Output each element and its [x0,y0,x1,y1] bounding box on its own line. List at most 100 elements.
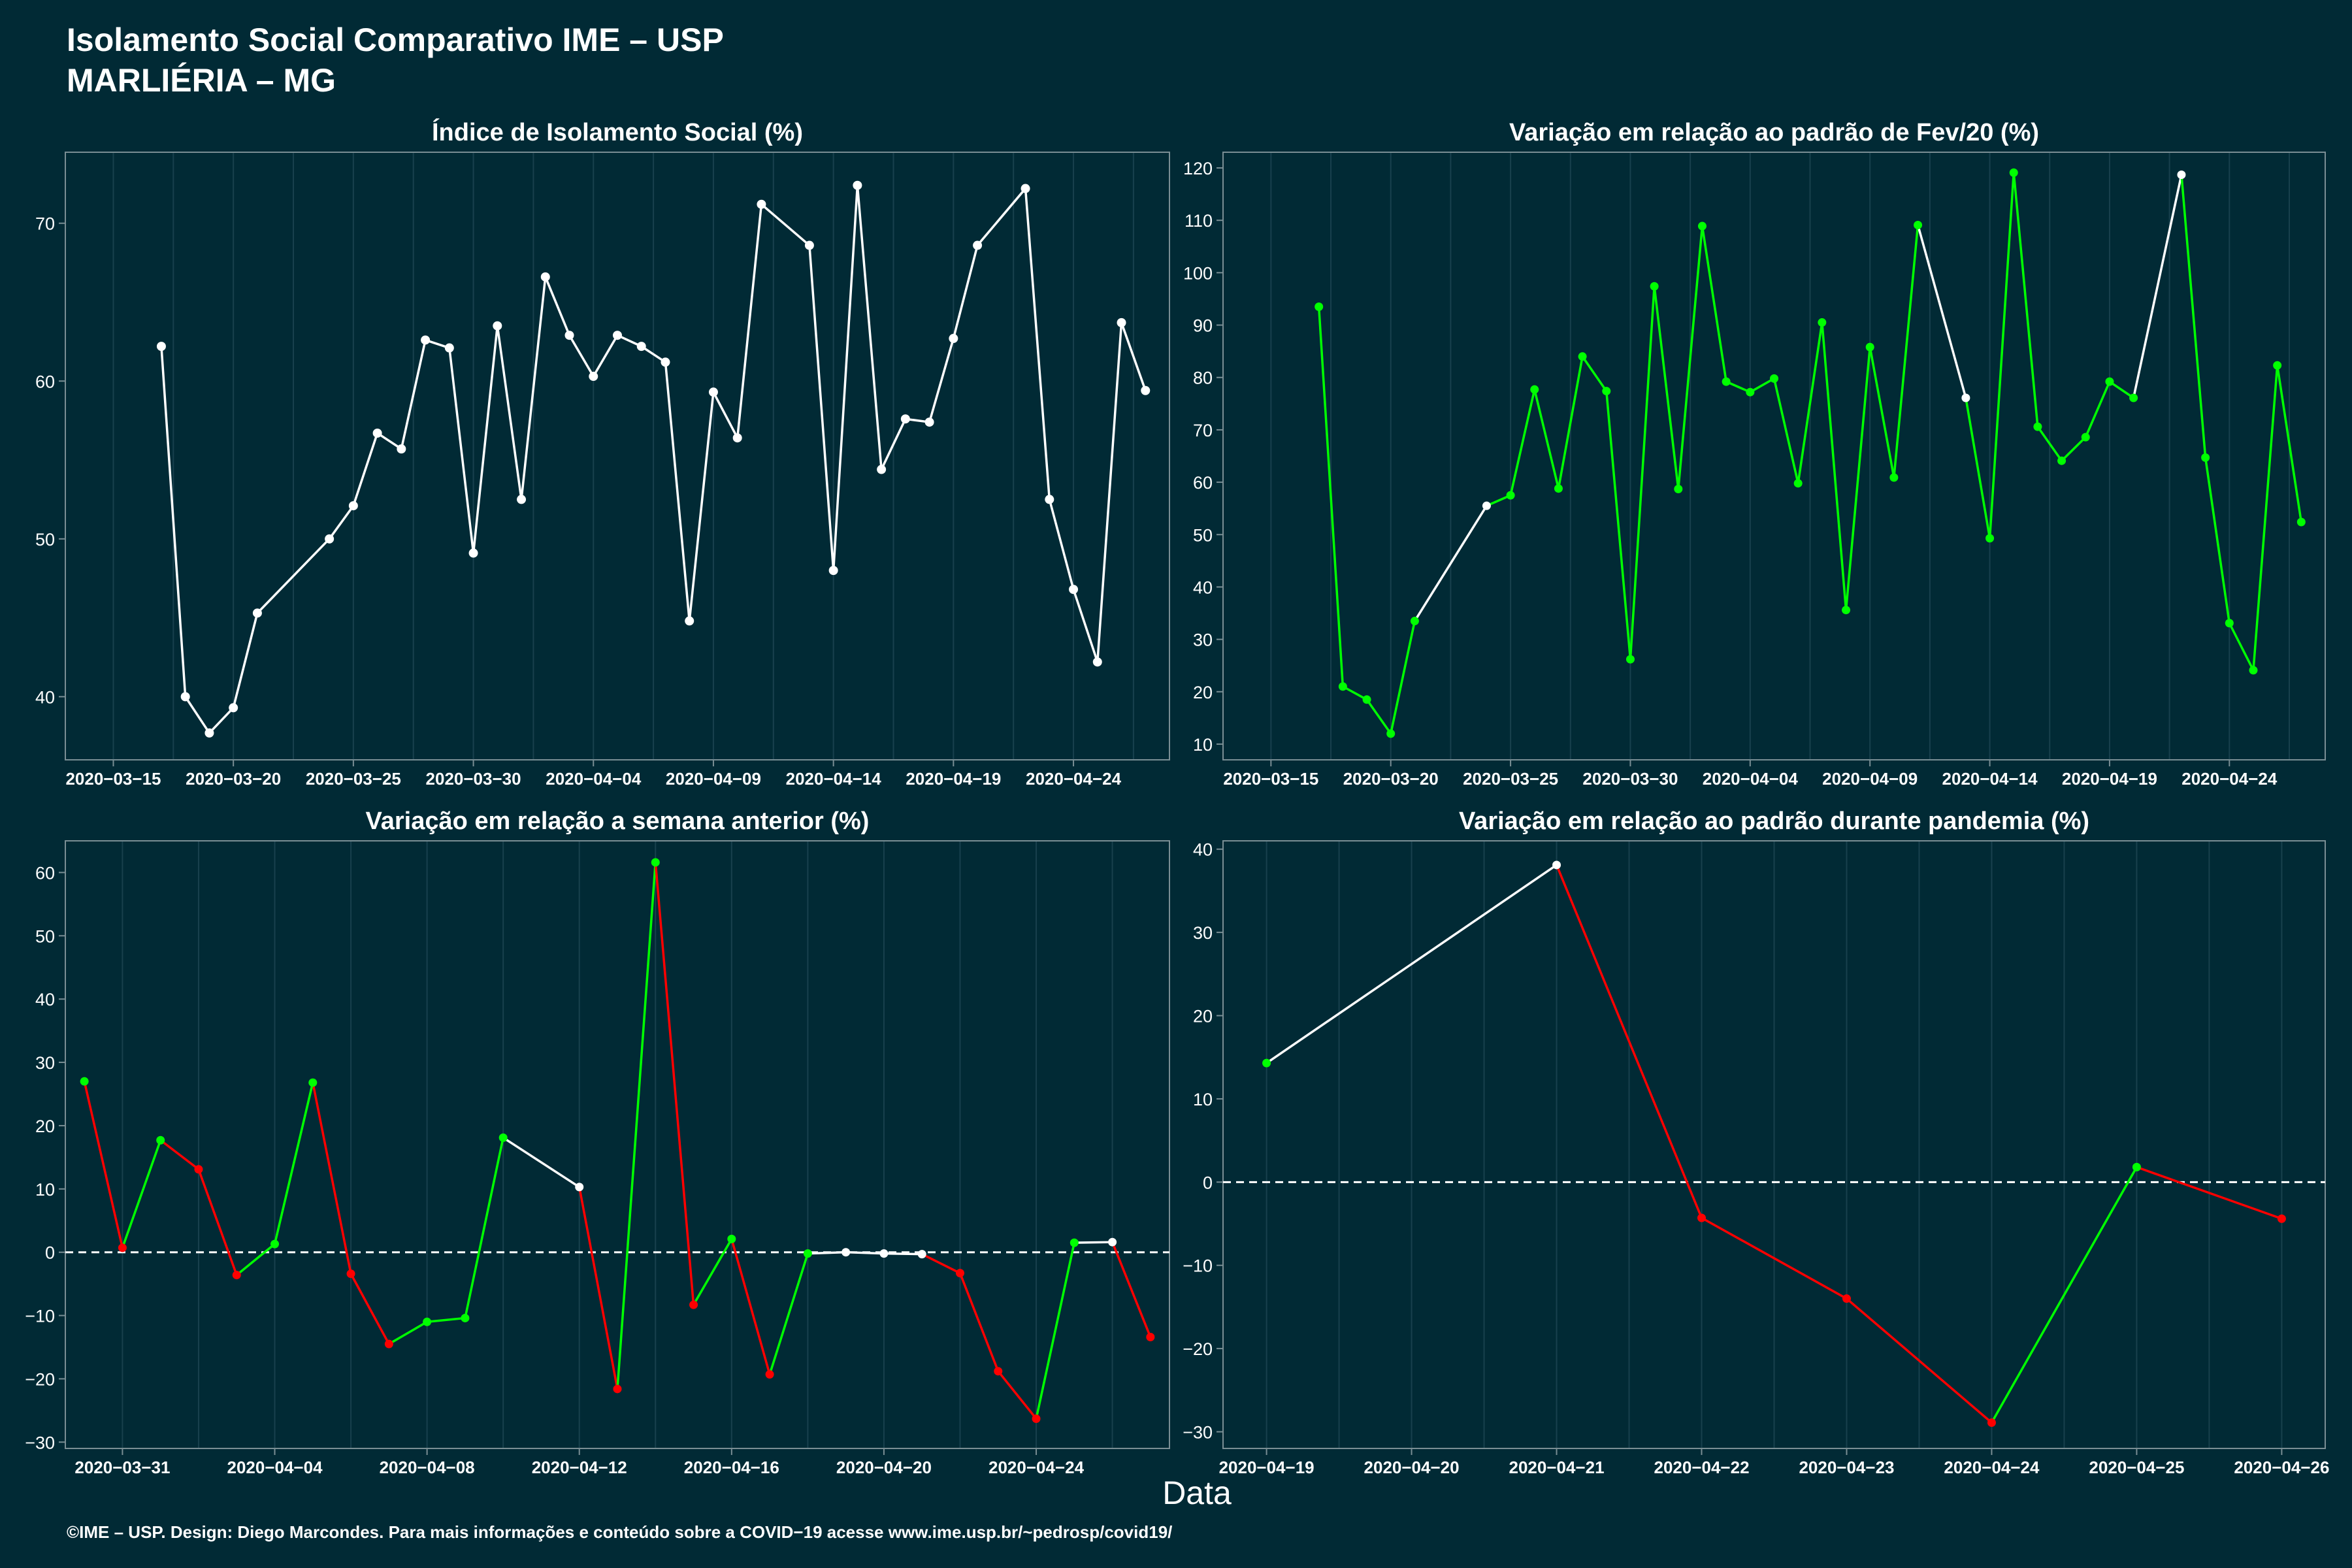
series-segment [256,538,331,615]
x-tick-label: 2020−03−15 [65,769,161,789]
y-tick-label: −30 [25,1433,55,1452]
x-tick-label: 2020−04−24 [1944,1458,2040,1477]
series-segment [1509,388,1536,497]
data-point [879,1249,889,1258]
footer-credit: ©IME – USP. Design: Diego Marcondes. Par… [67,1522,1172,1542]
data-point [1842,606,1851,615]
series-segment [2180,173,2207,459]
series-segment [496,324,523,501]
data-point [804,240,814,250]
y-tick-label: −20 [25,1369,55,1389]
x-tick-label: 2020−03−15 [1223,769,1318,789]
data-point [1865,342,1874,351]
series-segment [1096,321,1123,663]
y-tick-label: 60 [35,372,55,391]
x-tick-label: 2020−03−25 [306,769,401,789]
series-segment [640,345,667,364]
y-tick-label: −10 [1183,1256,1213,1276]
series-segment [1772,377,1799,485]
data-point [461,1313,470,1322]
data-point [421,335,431,345]
data-point [1770,374,1778,383]
x-tick-label: 2020−04−14 [786,769,882,789]
series-segment [844,1250,885,1255]
data-point [1578,352,1587,361]
series-segment [1965,397,1991,540]
series-segment [1677,225,1704,491]
series-segment [1048,498,1075,591]
x-tick-label: 2020−04−19 [1219,1458,1315,1477]
x-tick-label: 2020−03−20 [186,769,281,789]
series-segment [976,187,1027,247]
y-tick-label: 40 [35,687,55,707]
data-point [1069,585,1079,595]
data-point [2225,619,2234,628]
series-segment [2060,436,2087,462]
y-tick-label: 0 [45,1243,55,1263]
series-segment [2012,171,2039,428]
series-segment [2132,173,2183,399]
y-tick-label: 20 [1193,683,1213,702]
data-point [229,703,238,713]
series-segment [1700,1217,1848,1300]
data-point [2033,422,2042,431]
data-point [636,342,646,351]
x-tick-label: 2020−04−22 [1654,1458,1749,1477]
data-point [2249,666,2258,675]
series-segment [1653,285,1680,491]
series-segment [352,432,379,507]
data-point [708,387,718,397]
series-segment [1265,864,1558,1064]
data-point [1722,377,1731,386]
data-point [80,1077,89,1086]
page-subtitle: MARLIÉRIA – MG [67,62,336,99]
panel-variation-february: Variação em relação ao padrão de Fev/20 … [1183,119,2326,789]
series-segment [232,612,259,710]
x-tick-label: 2020−03−20 [1343,769,1439,789]
series-segment [472,324,499,555]
series-segment [425,1316,466,1323]
data-point [1985,534,1995,543]
panel-title: Variação em relação ao padrão durante pa… [1459,808,2089,835]
series-segment [928,337,955,423]
data-point [613,331,622,340]
data-point [1262,1058,1271,1068]
data-point [803,1249,812,1258]
data-point [757,199,766,209]
series-segment [1073,1241,1114,1244]
series-segment [197,1168,238,1277]
series-segment [1365,698,1392,735]
panel-border [65,840,1170,1449]
data-point [180,692,190,702]
y-tick-label: 30 [1193,630,1213,650]
series-segment [121,1139,162,1249]
data-point [308,1078,318,1087]
series-segment [1120,321,1147,392]
data-point [727,1234,736,1243]
data-point [661,357,670,367]
data-point [2177,170,2186,179]
series-segment [736,203,763,439]
panel-border [65,152,1170,760]
series-segment [1111,1241,1152,1339]
series-segment [464,1136,504,1320]
x-tick-label: 2020−04−14 [1942,769,2038,789]
panel-border [1222,840,2326,1449]
data-point [828,566,838,576]
series-segment [664,361,691,623]
data-point [2296,517,2306,527]
series-segment [592,334,619,378]
series-segment [730,1237,771,1376]
data-point [348,501,358,511]
data-point [1530,385,1539,394]
series-segment [1893,223,1919,479]
x-tick-label: 2020−04−24 [2181,769,2278,789]
data-point [613,1384,622,1394]
x-tick-label: 2020−04−25 [2089,1458,2184,1477]
data-point [1141,385,1151,395]
panel-title: Índice de Isolamento Social (%) [432,118,803,146]
data-point [1625,655,1635,664]
data-point [1386,729,1396,738]
y-tick-label: 10 [35,1180,55,1200]
data-point [1842,1294,1851,1303]
